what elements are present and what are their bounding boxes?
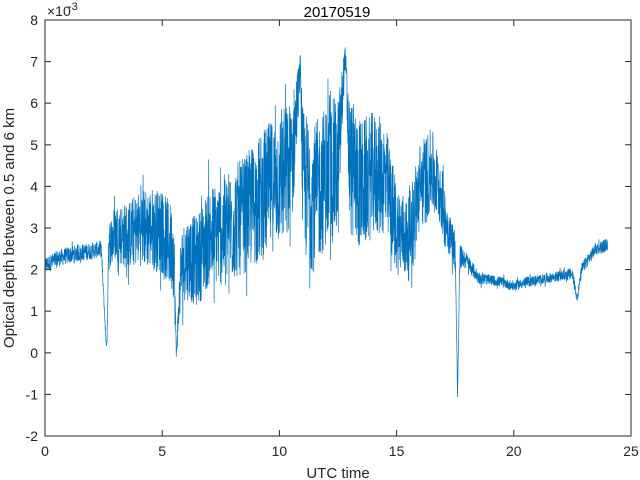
x-tick-label: 15 <box>389 443 405 459</box>
x-axis: 0 5 10 15 20 25 <box>41 20 639 459</box>
y-exponent-base: ×10 <box>47 3 71 19</box>
x-tick-label: 0 <box>41 443 49 459</box>
y-axis-label: Optical depth between 0.5 and 6 km <box>1 108 18 348</box>
y-axis: -2 -1 0 1 2 3 4 5 6 7 8 <box>26 12 631 444</box>
series-line <box>44 47 608 398</box>
x-tick-label: 25 <box>623 443 639 459</box>
y-tick-label: -1 <box>26 386 39 402</box>
x-tick-label: 10 <box>272 443 288 459</box>
y-tick-label: 1 <box>30 303 38 319</box>
y-tick-label: 8 <box>30 12 38 28</box>
x-tick-label: 5 <box>158 443 166 459</box>
series-layer <box>44 47 608 398</box>
y-exponent-power: -3 <box>68 1 78 13</box>
y-tick-label: 3 <box>30 220 38 236</box>
x-axis-label: UTC time <box>306 465 369 480</box>
y-tick-label: 2 <box>30 262 38 278</box>
y-tick-label: -2 <box>26 428 39 444</box>
x-tick-label: 20 <box>506 443 522 459</box>
y-tick-label: 0 <box>30 345 38 361</box>
y-exponent: ×10 -3 <box>47 1 78 19</box>
y-tick-label: 5 <box>30 137 38 153</box>
y-tick-label: 7 <box>30 54 38 70</box>
chart-title: 20170519 <box>304 4 371 21</box>
y-tick-label: 6 <box>30 95 38 111</box>
y-tick-label: 4 <box>30 178 38 194</box>
